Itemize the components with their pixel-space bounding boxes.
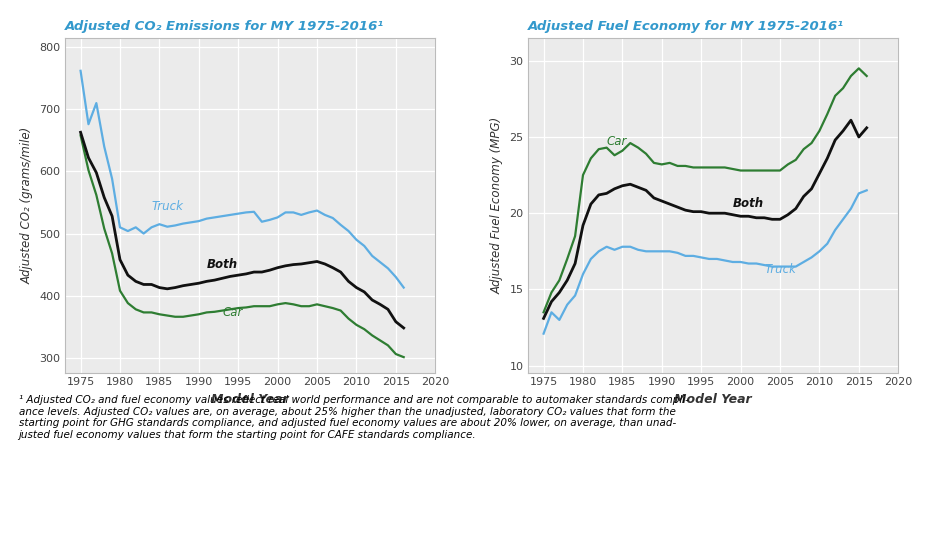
Text: Car: Car (222, 306, 243, 319)
Text: Both: Both (206, 258, 238, 270)
X-axis label: Model Year: Model Year (674, 393, 752, 406)
Y-axis label: Adjusted Fuel Economy (MPG): Adjusted Fuel Economy (MPG) (491, 117, 504, 294)
Text: Car: Car (607, 135, 627, 148)
Text: Adjusted CO₂ Emissions for MY 1975-2016¹: Adjusted CO₂ Emissions for MY 1975-2016¹ (65, 19, 384, 32)
Y-axis label: Adjusted CO₂ (grams/mile): Adjusted CO₂ (grams/mile) (21, 127, 34, 284)
Text: Truck: Truck (152, 200, 183, 213)
Text: ¹ Adjusted CO₂ and fuel economy values reflect real world performance and are no: ¹ Adjusted CO₂ and fuel economy values r… (19, 395, 688, 440)
Text: Both: Both (732, 197, 764, 210)
Text: Adjusted Fuel Economy for MY 1975-2016¹: Adjusted Fuel Economy for MY 1975-2016¹ (528, 19, 844, 32)
X-axis label: Model Year: Model Year (211, 393, 289, 406)
Text: Truck: Truck (764, 263, 796, 276)
